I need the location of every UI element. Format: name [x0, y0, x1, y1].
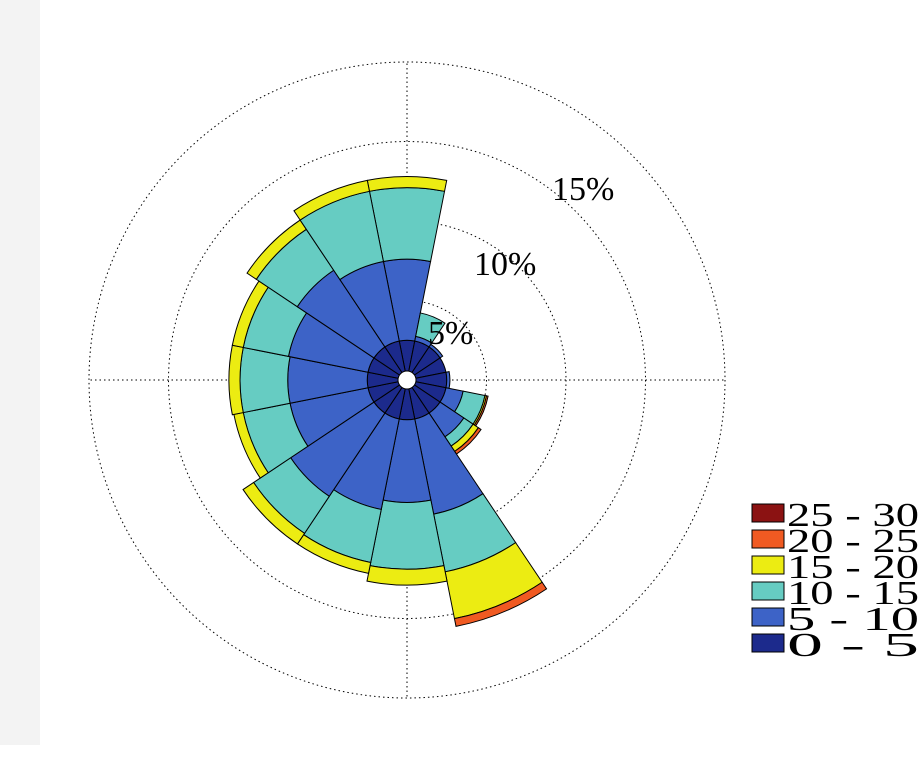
legend-swatch [751, 607, 785, 627]
sector-180-bin-3 [366, 564, 448, 586]
legend-label: 25 - 30 [787, 497, 919, 534]
sector-337.5-bin-3 [293, 179, 371, 221]
legend-swatch [751, 529, 785, 549]
ring-label-5: 5% [428, 315, 473, 352]
sector-45-bin-1 [428, 343, 444, 359]
legend-item-15-20: 15 - 20 [751, 549, 919, 586]
legend-swatch [751, 555, 785, 575]
sector-0-bin-3 [366, 176, 448, 192]
legend-item-0-5: 0 - 5 [751, 627, 919, 664]
grid-ring-20 [88, 61, 726, 699]
ring-label-15: 15% [552, 171, 614, 208]
legend-label: 5 - 10 [787, 601, 919, 638]
legend-item-20-25: 20 - 25 [751, 523, 919, 560]
legend: 25 - 30 20 - 25 15 - 20 10 - 15 5 - 10 0… [751, 497, 919, 664]
sector-90-bin-1 [445, 371, 451, 389]
legend-swatch [751, 581, 785, 601]
legend-label: 15 - 20 [787, 549, 919, 586]
sector-157.5-bin-4 [453, 581, 548, 627]
legend-swatch [751, 633, 785, 653]
center-hub [397, 370, 417, 390]
sector-225-bin-3 [242, 481, 306, 545]
legend-item-25-30: 25 - 30 [751, 497, 919, 534]
ring-label-10: 10% [474, 246, 536, 283]
legend-label: 10 - 15 [787, 575, 919, 612]
legend-item-10-15: 10 - 15 [751, 575, 919, 612]
wind-rose-sectors [228, 176, 548, 627]
legend-label: 0 - 5 [787, 627, 919, 664]
legend-swatch [751, 503, 785, 523]
legend-item-5-10: 5 - 10 [751, 601, 919, 638]
sector-22.5-bin-2 [415, 312, 446, 344]
ring-labels: 5% 10% 15% [428, 171, 614, 352]
legend-label: 20 - 25 [787, 523, 919, 560]
sector-270-bin-2 [239, 346, 291, 414]
